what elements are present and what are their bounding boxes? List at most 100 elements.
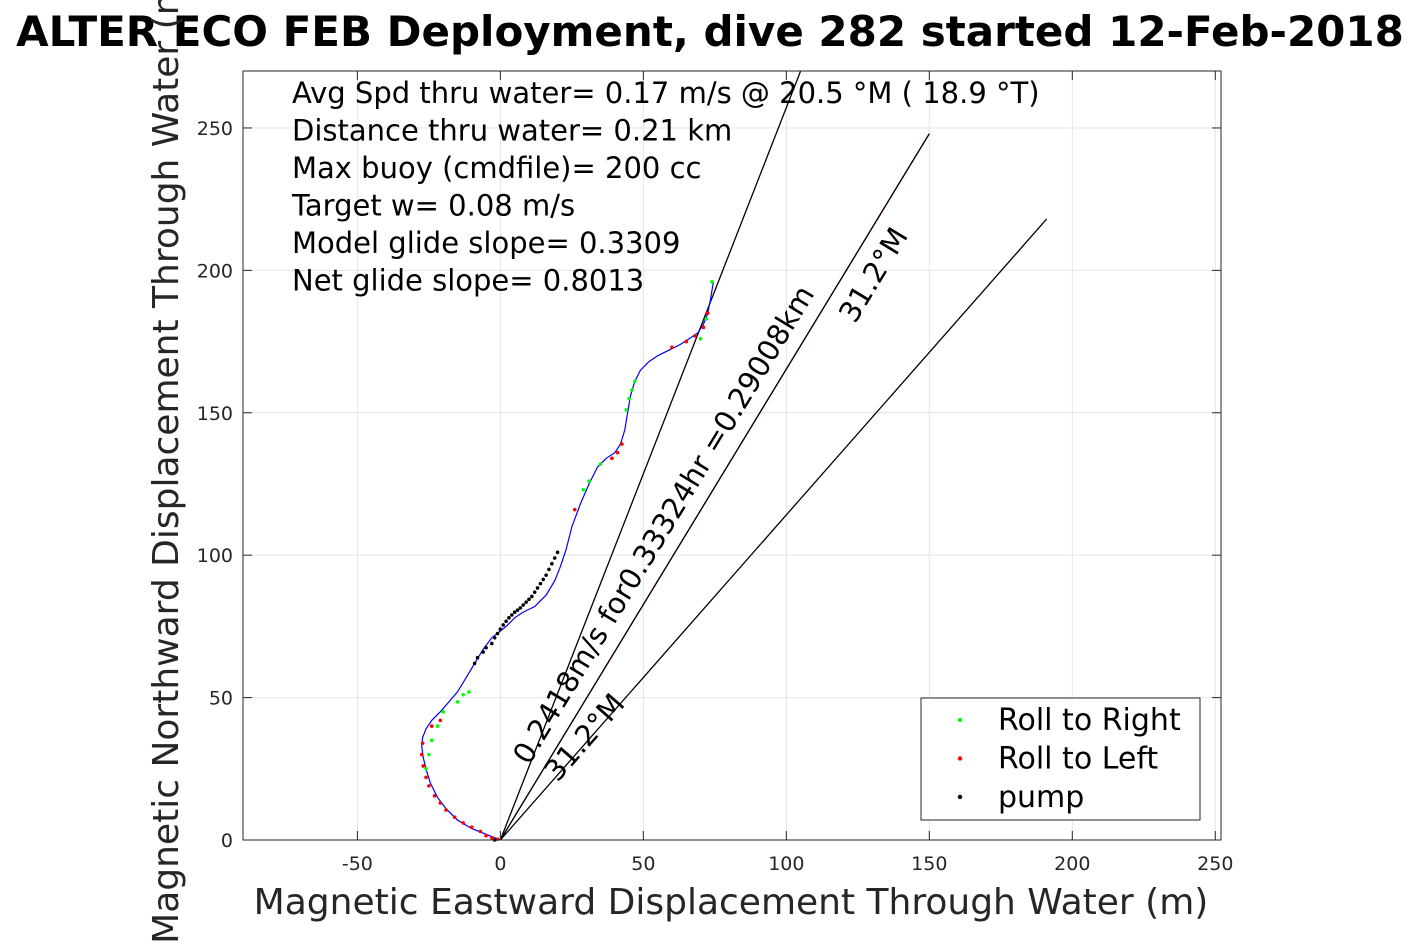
stats-text-block: Avg Spd thru water= 0.17 m/s @ 20.5 °M (… [291, 76, 1040, 298]
marker-pump-19 [530, 594, 534, 599]
y-tick-label-3: 150 [197, 403, 233, 425]
marker-pump-4 [484, 645, 488, 650]
marker-roll-to-left-1 [489, 835, 494, 840]
marker-roll-to-right-16 [704, 316, 709, 321]
marker-roll-to-left-5 [461, 821, 465, 825]
plot-frame [242, 70, 1222, 841]
marker-pump-24 [544, 573, 548, 577]
marker-roll-to-left-11 [424, 775, 428, 780]
y-axis-label: Magnetic Northward Displacement Through … [146, 0, 187, 944]
marker-roll-to-left-2 [484, 833, 488, 838]
legend-marker-1 [957, 756, 963, 761]
marker-pump-3 [481, 650, 486, 654]
reference-lines [499, 70, 1048, 841]
marker-pump-27 [552, 556, 557, 560]
marker-roll-to-left-18 [610, 456, 614, 461]
marker-roll-to-left-9 [432, 794, 437, 798]
x-axis-label: Magnetic Eastward Displacement Through W… [254, 882, 1209, 923]
y-tick-label-0: 0 [221, 830, 233, 852]
marker-pump-26 [550, 561, 554, 566]
marker-roll-to-right-1 [427, 752, 431, 757]
marker-pump-22 [538, 581, 543, 586]
marker-roll-to-left-23 [693, 334, 697, 338]
marker-roll-to-right-17 [710, 279, 714, 284]
stat-line-2: Max buoy (cmdfile)= 200 cc [292, 151, 701, 185]
marker-roll-to-right-14 [632, 379, 637, 384]
marker-roll-to-right-11 [624, 408, 628, 412]
marker-roll-to-left-25 [705, 311, 710, 315]
y-tick-label-2: 100 [197, 545, 233, 567]
marker-roll-to-left-12 [421, 764, 425, 768]
marker-roll-to-left-15 [429, 724, 434, 728]
marker-pump-14 [515, 608, 520, 612]
marker-roll-to-left-6 [452, 815, 457, 820]
marker-pump-11 [507, 616, 511, 620]
x-tick-label-0: -50 [342, 853, 373, 875]
marker-roll-to-right-13 [630, 388, 634, 392]
marker-roll-to-left-14 [420, 741, 425, 745]
marker-roll-to-left-10 [427, 784, 431, 788]
marker-pump-9 [501, 623, 506, 627]
reference-line-3 [499, 218, 1048, 841]
marker-pump-28 [555, 550, 560, 555]
legend-box [920, 697, 1201, 821]
marker-roll-to-right-15 [698, 336, 703, 341]
marker-pump-13 [512, 610, 517, 614]
marker-roll-to-left-4 [469, 825, 474, 829]
x-tick-label-3: 100 [768, 853, 804, 875]
marker-roll-to-left-16 [438, 718, 443, 723]
marker-pump-21 [535, 586, 540, 590]
marker-pump-8 [498, 627, 503, 632]
axis-ticks: -50 0 50 100 150 200 250 0 50 100 150 200 250 [197, 71, 1233, 875]
marker-roll-to-left-13 [419, 752, 424, 757]
marker-pump-1 [472, 661, 477, 666]
reference-line-2 [499, 133, 930, 841]
chart-title: ALTER ECO FEB Deployment, dive 282 start… [16, 7, 1404, 56]
legend-marker-0 [957, 717, 963, 723]
y-tick-label-4: 200 [197, 260, 233, 282]
marker-roll-to-left-8 [438, 801, 443, 805]
marker-roll-to-right-3 [435, 724, 440, 728]
marker-pump-23 [541, 577, 546, 582]
stat-line-4: Model glide slope= 0.3309 [292, 226, 680, 260]
marker-pump-16 [521, 603, 526, 607]
marker-roll-to-left-19 [615, 450, 620, 455]
marker-roll-to-left-20 [620, 442, 624, 446]
x-tick-label-1: 0 [494, 853, 506, 875]
marker-roll-to-right-8 [581, 487, 586, 492]
marker-pump-15 [518, 606, 523, 610]
marker-pump-7 [495, 631, 500, 636]
marker-roll-to-right-2 [429, 738, 434, 743]
marker-pump-20 [532, 590, 537, 595]
marker-roll-to-left-22 [684, 339, 689, 344]
marker-roll-to-left-21 [670, 345, 674, 350]
reference-line-0 [499, 70, 802, 841]
marker-roll-to-left-17 [572, 507, 577, 512]
marker-roll-to-right-4 [441, 710, 445, 714]
stat-line-5: Net glide slope= 0.8013 [292, 264, 644, 298]
marker-pump-5 [489, 641, 494, 646]
series-markers [419, 279, 714, 842]
marker-pump-12 [510, 613, 514, 617]
marker-roll-to-left-7 [444, 808, 448, 812]
x-tick-label-6: 250 [1197, 853, 1233, 875]
stat-line-0: Avg Spd thru water= 0.17 m/s @ 20.5 °M (… [292, 76, 1040, 110]
marker-pump-6 [492, 635, 497, 640]
x-tick-label-4: 150 [911, 853, 947, 875]
legend-label-1: Roll to Left [998, 742, 1158, 777]
x-tick-label-2: 50 [631, 853, 655, 875]
y-tick-label-5: 250 [197, 118, 233, 140]
y-tick-label-1: 50 [209, 688, 233, 710]
x-tick-label-5: 200 [1054, 853, 1090, 875]
legend-marker-2 [957, 794, 963, 800]
marker-pump-10 [504, 619, 508, 624]
marker-pump-25 [547, 567, 551, 572]
marker-roll-to-right-5 [455, 700, 460, 704]
marker-roll-to-right-7 [467, 690, 471, 694]
marker-roll-to-right-9 [587, 479, 591, 483]
marker-roll-to-right-10 [598, 462, 603, 466]
stat-line-1: Distance thru water= 0.21 km [292, 114, 732, 148]
marker-roll-to-right-12 [627, 396, 631, 401]
